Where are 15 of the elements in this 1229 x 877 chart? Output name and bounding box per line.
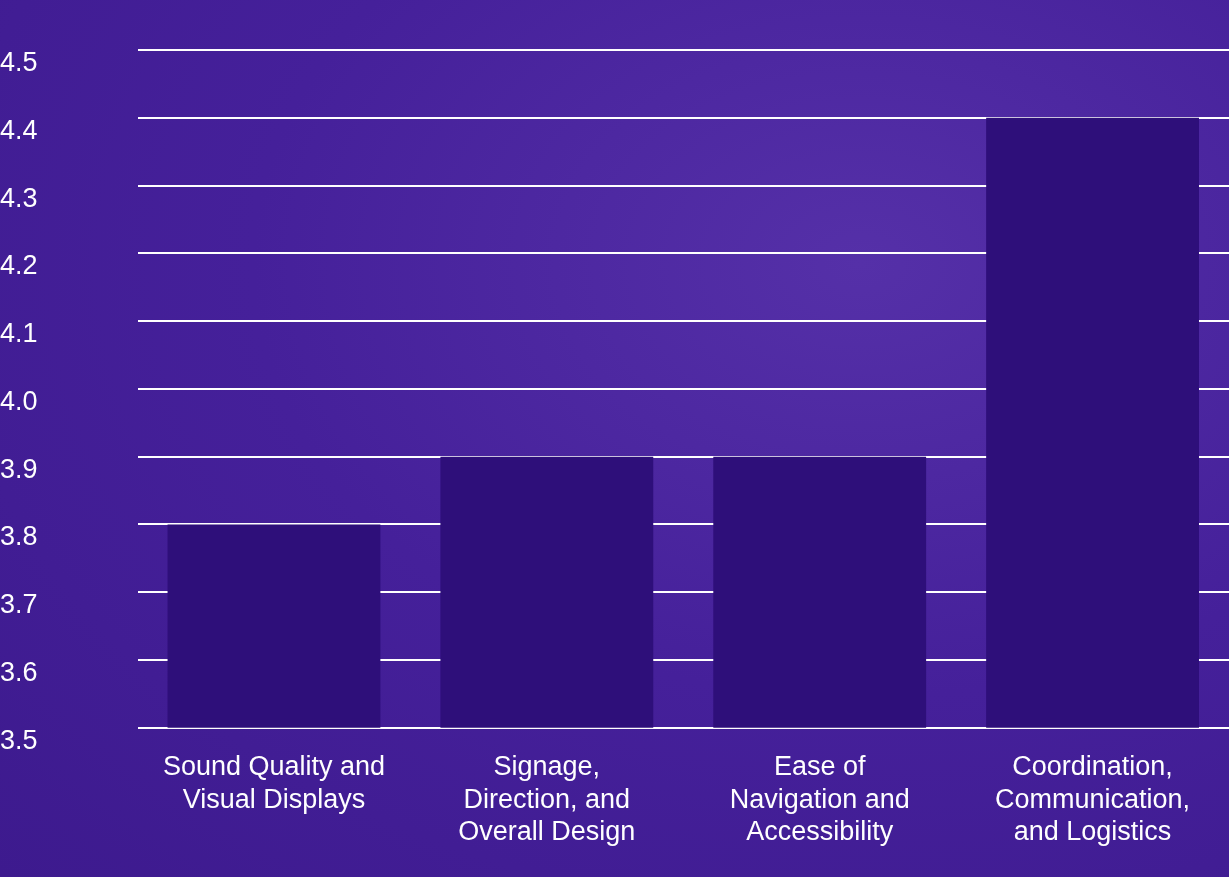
y-tick-label: 4.1 xyxy=(0,318,38,349)
y-tick-label: 4.0 xyxy=(0,385,38,416)
y-tick-label: 3.8 xyxy=(0,521,38,552)
x-tick-label: Coordination, Communication, and Logistics xyxy=(995,751,1191,847)
y-tick-label: 4.3 xyxy=(0,182,38,213)
y-tick-label: 4.4 xyxy=(0,114,38,145)
y-tick-label: 4.5 xyxy=(0,46,38,77)
x-tick-label: Ease of Navigation and Accessibility xyxy=(729,751,910,847)
y-tick-label: 3.5 xyxy=(0,724,38,755)
x-tick-label: Sound Quality and Visual Displays xyxy=(162,751,386,814)
y-tick-label: 3.6 xyxy=(0,656,38,687)
x-tick-label: Signage, Direction, and Overall Design xyxy=(458,751,636,847)
y-tick-label: 4.2 xyxy=(0,250,38,281)
y-tick-label: 3.7 xyxy=(0,589,38,620)
y-tick-label: 3.9 xyxy=(0,453,38,484)
